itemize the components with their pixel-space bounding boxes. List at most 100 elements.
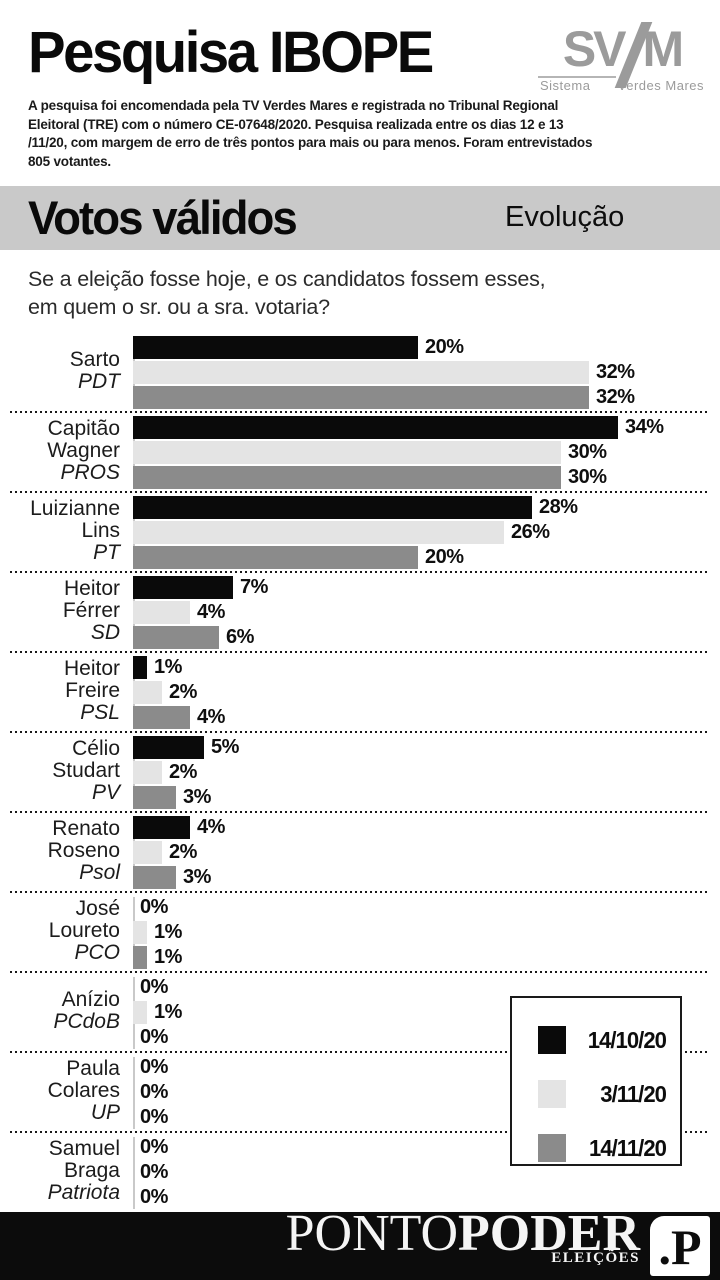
bar-series-2 [133,1001,147,1024]
bar-row: 0% [133,1081,710,1104]
bar-row: 20% [133,546,710,569]
candidate-party: PV [91,781,120,804]
p-logo-text: .P [658,1219,702,1275]
bar-row: 0% [133,1161,710,1184]
candidate-group: Heitor Freire PSL 1% 2% 4% [10,653,710,733]
value-label: 2% [169,761,197,783]
candidate-bars: 0% 1% 0% [133,976,710,1051]
survey-question: Se a eleição fosse hoje, e os candidatos… [28,267,546,319]
value-label: 1% [154,921,182,943]
svm-logo-letters: SV M [538,20,706,88]
candidate-bars: 34% 30% 30% [133,416,710,491]
bar-row: 0% [133,1136,710,1159]
value-label: 30% [568,466,607,488]
group-separator [10,650,710,653]
pontopoder-p-logo: .P [650,1216,710,1276]
candidate-party: PSL [80,701,120,724]
bar-series-2 [133,921,147,944]
value-label: 4% [197,816,225,838]
candidate-name: Heitor [63,657,120,680]
bar-series-1 [133,736,204,759]
candidate-group: Capitão Wagner PROS 34% 30% 30% [10,413,710,493]
group-separator [10,1130,710,1133]
bar-row: 0% [133,1056,710,1079]
candidate-name: Samuel [48,1137,120,1160]
bar-series-2 [133,761,162,784]
survey-disclaimer: A pesquisa foi encomendada pela TV Verde… [28,98,593,169]
candidate-label: Sarto PDT [10,333,120,409]
value-label: 0% [140,1026,168,1048]
value-label: 0% [140,1161,168,1183]
legend-item: 14/11/20 [538,1134,667,1162]
svm-letters-sv: SV [562,21,627,77]
bar-row: 28% [133,496,710,519]
bar-row: 7% [133,576,710,599]
bar-row: 4% [133,706,710,729]
group-separator [10,410,710,413]
bar-row: 1% [133,946,710,969]
bar-series-1 [133,416,618,439]
candidate-name: Heitor [63,577,120,600]
value-label: 0% [140,1081,168,1103]
candidate-label: José Loureto PCO [10,893,120,969]
legend-label: 14/11/20 [588,1134,667,1161]
value-label: 7% [240,576,268,598]
candidate-name: Wagner [47,439,120,462]
legend-item: 14/10/20 [538,1026,667,1054]
candidate-name: Anízio [61,988,120,1011]
bar-row: 30% [133,441,710,464]
value-label: 20% [425,336,464,358]
candidate-name: Renato [52,817,120,840]
bar-series-2 [133,601,190,624]
candidate-bars: 4% 2% 3% [133,816,710,891]
bar-series-3 [133,946,147,969]
group-separator [10,1050,710,1053]
bar-row: 32% [133,361,710,384]
candidate-party: SD [90,621,120,644]
legend-items: 14/10/20 3/11/20 14/11/20 [538,1026,667,1162]
legend-box: 14/10/20 3/11/20 14/11/20 [510,996,682,1166]
value-label: 1% [154,946,182,968]
value-label: 0% [140,896,168,918]
bar-series-3 [133,386,589,409]
legend-label: 3/11/20 [600,1080,667,1107]
candidate-party: UP [90,1101,120,1124]
brand-ponto: PONTO [285,1205,458,1262]
candidate-name: Roseno [47,839,120,862]
svm-logo-caption: Sistema Verdes Mares [538,76,706,93]
bar-series-2 [133,521,504,544]
legend-swatch [538,1080,566,1108]
group-separator [10,570,710,573]
svm-caption-right: Verdes Mares [617,78,704,93]
candidate-name: Colares [47,1079,120,1102]
value-label: 20% [425,546,464,568]
value-label: 6% [226,626,254,648]
svm-letters-m: M [642,21,685,77]
candidate-name: Lins [81,519,120,542]
candidate-label: Renato Roseno Psol [10,813,120,889]
bar-series-2 [133,441,561,464]
candidate-group: Renato Roseno Psol 4% 2% 3% [10,813,710,893]
candidate-label: Anízio PCdoB [10,973,120,1049]
value-label: 3% [183,786,211,808]
candidate-group: Luizianne Lins PT 28% 26% 20% [10,493,710,573]
bar-row: 20% [133,336,710,359]
value-label: 0% [140,1186,168,1208]
candidate-name: Férrer [62,599,120,622]
candidate-bars: 0% 0% 0% [133,1136,710,1211]
header: Pesquisa IBOPE SV M Sistema Verdes Mares… [0,0,720,171]
candidate-group: Sarto PDT 20% 32% 32% [10,333,710,413]
candidate-bars: 20% 32% 32% [133,336,710,411]
page-title: Pesquisa IBOPE [28,20,434,85]
bar-series-1 [133,576,233,599]
bar-series-3 [133,786,176,809]
candidate-party: PDT [78,370,120,393]
footer-bar: PONTOPODER ELEIÇÕES .P [0,1208,720,1280]
candidate-label: Célio Studart PV [10,733,120,809]
candidate-name: José [75,897,120,920]
pontopoder-brand: PONTOPODER ELEIÇÕES [286,1208,640,1280]
chart-groups: Sarto PDT 20% 32% 32% Capitão Wagner PROS 34% 30%… [10,333,710,1213]
candidate-group: Heitor Férrer SD 7% 4% 6% [10,573,710,653]
bar-row: 6% [133,626,710,649]
candidate-name: Luizianne [30,497,120,520]
